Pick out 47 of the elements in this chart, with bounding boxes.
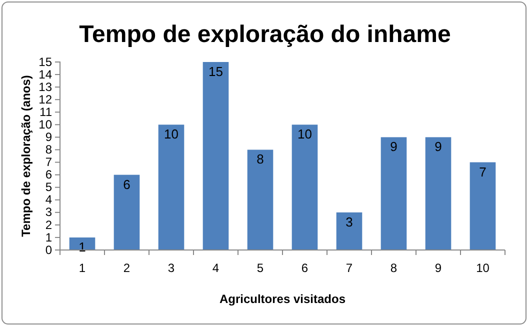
y-tick-label: 6 (45, 168, 52, 182)
x-tick-label: 7 (346, 261, 353, 275)
y-tick-label: 5 (45, 180, 52, 194)
data-label: 10 (164, 126, 178, 142)
y-tick-label: 7 (45, 155, 52, 170)
x-tick-label: 2 (123, 261, 130, 275)
data-label: 8 (256, 152, 264, 167)
data-label: 9 (390, 139, 398, 154)
bar (425, 137, 452, 250)
x-tick-label: 1 (78, 261, 86, 275)
data-label: 7 (479, 164, 486, 180)
bar (114, 174, 140, 250)
data-label: 10 (298, 126, 312, 142)
x-tick-label: 6 (301, 261, 308, 275)
y-tick-label: 1 (45, 230, 52, 244)
x-tick-label: 10 (476, 261, 490, 275)
x-axis-title: Agricultores visitados (219, 292, 346, 306)
x-tick-label: 5 (256, 261, 264, 275)
y-tick-label: 8 (45, 142, 52, 157)
bar (470, 162, 496, 250)
data-label: 9 (434, 139, 442, 154)
y-tick-label: 15 (38, 54, 52, 69)
y-tick-label: 3 (45, 205, 52, 220)
bar (202, 62, 229, 250)
bar (336, 212, 362, 250)
y-tick-label: 14 (38, 67, 52, 82)
data-label: 6 (123, 176, 130, 192)
y-tick-label: 4 (45, 192, 52, 207)
bar (380, 137, 407, 250)
chart-title: Tempo de exploração do inhame (79, 21, 451, 48)
bar (247, 150, 274, 250)
y-tick-label: 11 (40, 104, 52, 119)
y-tick-label: 10 (38, 118, 52, 132)
x-tick-label: 4 (212, 261, 220, 275)
y-tick-label: 2 (45, 218, 52, 232)
y-tick-label: 12 (38, 92, 52, 106)
x-tick-label: 8 (390, 261, 398, 275)
x-tick-label: 9 (434, 261, 442, 275)
y-tick-label: 13 (38, 80, 52, 94)
data-label: 15 (208, 64, 223, 79)
y-tick-label: 0 (45, 242, 52, 257)
x-tick-label: 3 (168, 261, 175, 275)
y-axis-title: Tempo de exploração (anos) (19, 75, 33, 237)
y-tick-label: 9 (45, 130, 52, 144)
bar (292, 124, 318, 250)
bar (158, 124, 184, 250)
data-label: 3 (346, 214, 353, 230)
